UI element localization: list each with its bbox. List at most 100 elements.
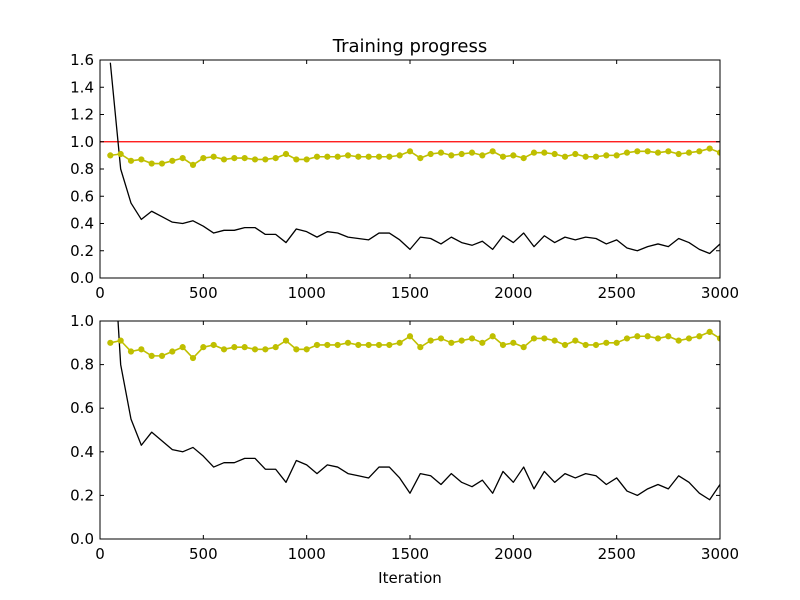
x-tick-label: 0 bbox=[95, 284, 105, 302]
plot-area bbox=[107, 321, 720, 501]
data-point bbox=[210, 341, 217, 349]
data-point bbox=[696, 148, 703, 155]
data-point bbox=[448, 339, 455, 346]
data-point bbox=[189, 161, 197, 169]
data-point bbox=[241, 155, 248, 162]
data-point bbox=[117, 337, 124, 344]
data-point bbox=[210, 153, 217, 160]
data-point bbox=[303, 346, 310, 353]
data-point bbox=[520, 155, 527, 162]
data-point bbox=[293, 156, 300, 163]
data-point bbox=[685, 149, 693, 156]
data-point bbox=[251, 346, 259, 353]
data-point bbox=[344, 339, 352, 346]
data-point bbox=[293, 346, 300, 353]
data-point bbox=[613, 152, 620, 159]
data-point bbox=[592, 153, 600, 160]
data-point bbox=[458, 150, 465, 158]
data-point bbox=[582, 153, 589, 160]
data-point bbox=[468, 149, 476, 156]
data-point bbox=[458, 337, 465, 344]
data-point bbox=[613, 339, 620, 346]
x-tick-label: 500 bbox=[189, 284, 218, 302]
data-point bbox=[179, 344, 186, 351]
data-point bbox=[334, 153, 341, 160]
data-point bbox=[375, 153, 383, 160]
data-point bbox=[127, 157, 135, 164]
data-point bbox=[344, 152, 352, 159]
data-point bbox=[510, 152, 517, 159]
x-tick-label: 500 bbox=[189, 545, 218, 563]
y-tick-label: 1.0 bbox=[70, 312, 94, 330]
y-tick-label: 1.6 bbox=[70, 51, 94, 69]
data-point bbox=[148, 160, 155, 167]
x-tick-label: 1500 bbox=[391, 284, 429, 302]
data-point bbox=[158, 160, 166, 167]
x-tick-label: 1000 bbox=[288, 545, 326, 563]
data-point bbox=[551, 150, 558, 158]
data-point bbox=[572, 150, 579, 158]
data-point bbox=[365, 341, 372, 349]
data-point bbox=[355, 153, 362, 160]
data-point bbox=[479, 152, 486, 159]
data-point bbox=[406, 333, 414, 340]
data-point bbox=[231, 155, 238, 162]
data-point bbox=[665, 333, 672, 340]
data-point bbox=[530, 149, 538, 156]
data-point bbox=[675, 337, 682, 344]
data-point bbox=[654, 149, 662, 156]
x-tick-label: 0 bbox=[95, 545, 105, 563]
data-point bbox=[324, 341, 331, 349]
data-point bbox=[489, 333, 496, 340]
data-point bbox=[603, 339, 610, 346]
data-point bbox=[396, 152, 403, 159]
data-point bbox=[572, 337, 579, 344]
top-chart: Training progress 0 500 1000 1500 2000 2500 30… bbox=[70, 36, 739, 302]
data-point bbox=[262, 346, 269, 353]
data-point bbox=[365, 153, 372, 160]
data-point bbox=[634, 333, 641, 340]
data-point bbox=[706, 328, 713, 335]
data-point bbox=[220, 346, 228, 353]
data-point bbox=[623, 335, 631, 342]
data-point bbox=[241, 344, 248, 351]
data-point bbox=[417, 155, 424, 162]
data-point bbox=[303, 156, 310, 163]
data-point bbox=[179, 155, 186, 162]
x-tick-label: 2000 bbox=[494, 284, 532, 302]
data-point bbox=[644, 333, 651, 340]
y-tick-label: 0.8 bbox=[70, 160, 94, 178]
data-point bbox=[386, 341, 393, 349]
y-tick-label: 1.4 bbox=[70, 78, 94, 96]
data-point bbox=[696, 333, 703, 340]
data-point bbox=[231, 344, 238, 351]
data-point bbox=[582, 341, 589, 349]
data-point bbox=[665, 148, 672, 155]
y-tick-label: 0.0 bbox=[70, 269, 94, 287]
x-tick-label: 1500 bbox=[391, 545, 429, 563]
data-point bbox=[561, 153, 569, 160]
data-point bbox=[675, 150, 682, 158]
data-point bbox=[127, 348, 135, 355]
data-point bbox=[375, 341, 383, 349]
data-point bbox=[499, 341, 507, 349]
data-point bbox=[313, 153, 321, 160]
data-point bbox=[169, 157, 176, 164]
data-point bbox=[355, 341, 362, 349]
y-tick-label: 0.8 bbox=[70, 356, 94, 374]
data-point bbox=[561, 341, 569, 349]
data-point bbox=[272, 155, 279, 162]
x-tick-label: 2500 bbox=[598, 545, 636, 563]
data-point bbox=[510, 339, 517, 346]
data-point bbox=[334, 341, 341, 349]
data-point bbox=[272, 344, 279, 351]
data-point bbox=[313, 341, 321, 349]
data-point bbox=[427, 150, 434, 158]
y-tick-label: 0.2 bbox=[70, 486, 94, 504]
y-tick-label: 0.0 bbox=[70, 530, 94, 548]
data-point bbox=[417, 344, 424, 351]
data-point bbox=[282, 150, 290, 158]
data-point bbox=[685, 335, 693, 342]
